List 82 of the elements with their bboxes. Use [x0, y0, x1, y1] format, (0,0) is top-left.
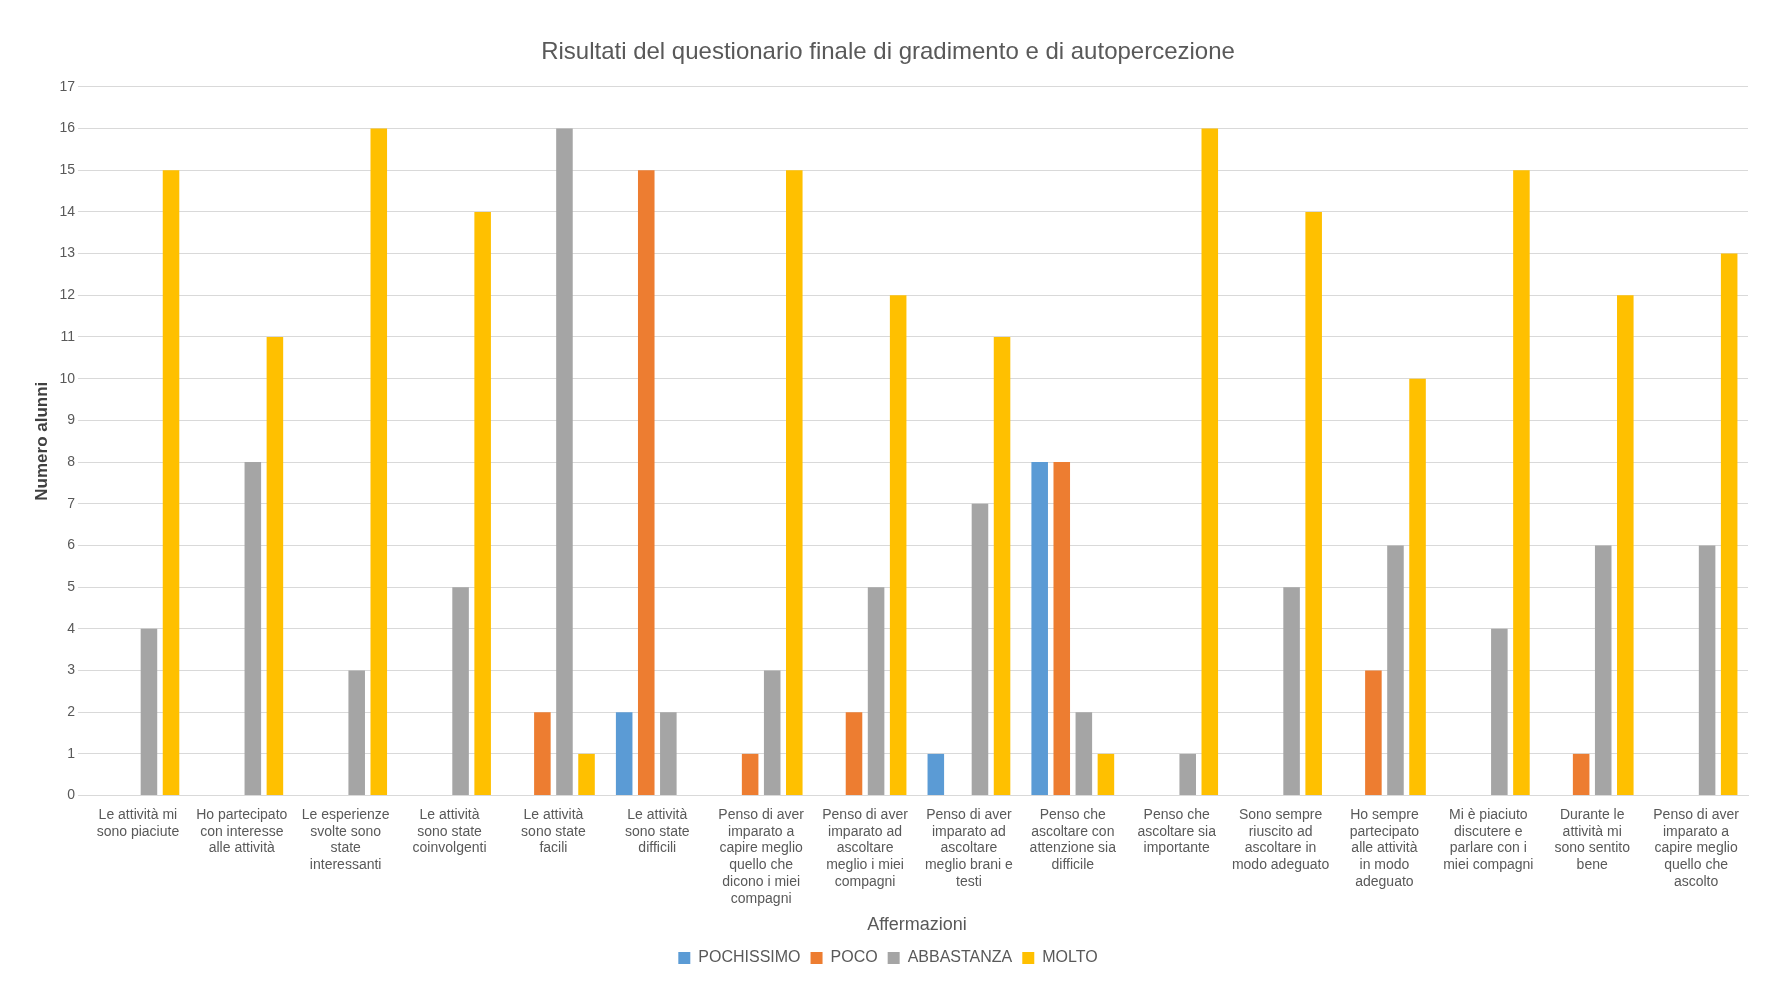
- y-tick-label: 2: [67, 703, 76, 720]
- y-tick-label: 15: [59, 161, 76, 178]
- y-tick-label: 14: [59, 202, 76, 219]
- bar: [1513, 170, 1530, 796]
- y-tick-label: 0: [67, 786, 76, 803]
- bar: [971, 503, 989, 796]
- bar: [556, 128, 573, 796]
- bar: [1698, 545, 1716, 796]
- bar: [452, 587, 469, 796]
- x-tick-label: Ho partecipato con interesse alle attività: [196, 805, 288, 856]
- bar: [660, 712, 677, 796]
- bar: [1201, 128, 1219, 796]
- bar: [1594, 545, 1612, 796]
- y-tick-label: 9: [67, 411, 76, 428]
- bar: [1365, 670, 1382, 796]
- bar: [845, 712, 863, 796]
- y-tick-label: 10: [59, 369, 76, 386]
- bar: [615, 712, 633, 796]
- bar: [578, 753, 595, 796]
- x-axis-title: Affermazioni: [867, 914, 967, 935]
- x-tick-label: Penso di aver imparato ad ascoltare meglio brani e testi: [924, 805, 1014, 890]
- x-tick-label: Le attività sono state coinvolgenti: [412, 805, 487, 856]
- bar: [763, 670, 781, 796]
- y-axis-title: Numero alunni: [31, 381, 51, 501]
- y-tick-label: 12: [59, 286, 76, 303]
- x-tick-label: Sono sempre riuscito ad ascoltare in modo adeguato: [1231, 805, 1330, 873]
- y-tick-label: 16: [59, 119, 76, 136]
- x-tick-label: Le esperienze svolte sono state interessanti: [301, 805, 390, 873]
- bar: [786, 170, 803, 796]
- y-tick-label: 8: [67, 452, 76, 469]
- bar: [162, 170, 180, 796]
- x-tick-label: Penso di aver imparato a capire meglio quello che ascolto: [1653, 805, 1740, 890]
- x-tick-label: Le attività sono state facili: [521, 805, 586, 856]
- legend-label: ABBASTANZA: [907, 948, 1013, 966]
- bar: [1031, 462, 1048, 796]
- bar: [1179, 753, 1196, 796]
- bar: [889, 295, 907, 796]
- x-tick-label: Penso di aver imparato ad ascoltare meglio i miei compagni: [822, 805, 909, 890]
- y-tick-label: 5: [67, 577, 76, 594]
- bar: [244, 462, 262, 796]
- bar: [1305, 211, 1322, 796]
- bar: [993, 336, 1011, 796]
- x-tick-label: Mi è piaciuto discutere e parlare con i miei compagni: [1443, 805, 1534, 873]
- bar: [370, 128, 388, 796]
- legend-label: POCHISSIMO: [698, 948, 801, 966]
- bar: [741, 753, 759, 796]
- y-tick-label: 11: [60, 327, 76, 344]
- chart-title: Risultati del questionario finale di gradimento e di autopercezione: [541, 37, 1235, 65]
- x-tick-label: Penso che ascoltare con attenzione sia difficile: [1029, 805, 1117, 873]
- bar: [1053, 462, 1071, 796]
- bar: [1491, 628, 1508, 796]
- y-tick-label: 3: [67, 661, 76, 678]
- x-tick-label: Penso che ascoltare sia importante: [1137, 805, 1217, 856]
- y-tick-label: 13: [59, 244, 76, 261]
- x-tick-label: Penso di aver imparato a capire meglio quello che dicono i miei compagni: [718, 805, 805, 906]
- bar: [1387, 545, 1404, 796]
- x-tick-label: Ho sempre partecipato alle attività in modo adeguato: [1349, 805, 1420, 890]
- bar: [474, 211, 491, 796]
- bar: [534, 712, 551, 796]
- legend-label: POCO: [830, 948, 878, 966]
- bar: [637, 170, 655, 796]
- y-tick-label: 1: [67, 744, 76, 761]
- bar: [1409, 378, 1426, 796]
- x-tick-label: Le attività mi sono piaciute: [96, 805, 180, 839]
- bar: [1283, 587, 1300, 796]
- legend-label: MOLTO: [1042, 948, 1098, 966]
- x-tick-label: Durante le attività mi sono sentito bene: [1554, 805, 1631, 873]
- bar: [1572, 753, 1590, 796]
- bar: [1075, 712, 1093, 796]
- bar: [266, 336, 284, 796]
- y-tick-label: 17: [59, 77, 76, 94]
- bar: [1097, 753, 1115, 796]
- bar: [348, 670, 365, 796]
- y-tick-label: 6: [67, 536, 76, 553]
- bar: [1720, 253, 1738, 796]
- bar: [867, 587, 885, 796]
- bar: [927, 753, 945, 796]
- y-tick-label: 7: [67, 494, 76, 511]
- bar: [140, 628, 158, 796]
- bar: [1617, 295, 1634, 796]
- x-tick-label: Le attività sono state difficili: [624, 805, 690, 856]
- y-tick-label: 4: [67, 619, 76, 636]
